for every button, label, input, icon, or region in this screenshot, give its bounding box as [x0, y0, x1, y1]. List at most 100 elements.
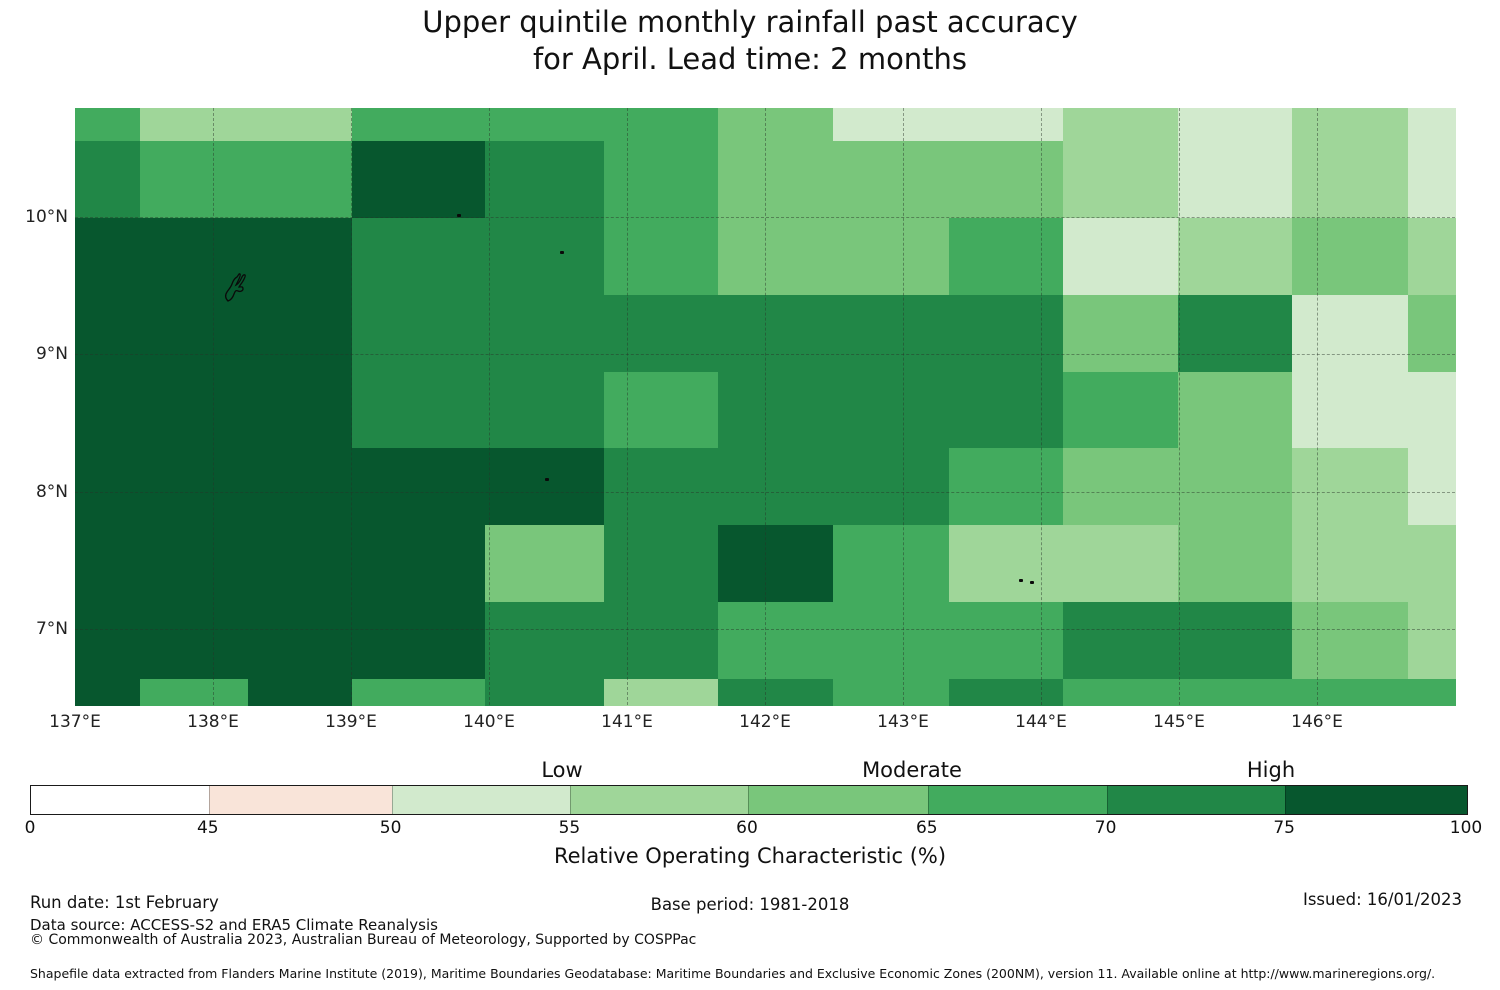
heatmap-cell [247, 295, 354, 373]
heatmap-cell [75, 447, 141, 526]
colorbar-tick-label: 0 [24, 818, 36, 838]
heatmap-cell [139, 372, 249, 449]
graticule-meridian [351, 108, 352, 705]
heatmap-cell [139, 218, 249, 296]
heatmap-cell [139, 678, 249, 706]
heatmap-cell [1292, 141, 1409, 219]
band-label-moderate: Moderate [862, 758, 962, 782]
heatmap-cell [1177, 524, 1293, 603]
heatmap-cell [247, 141, 354, 219]
heatmap-cell [139, 447, 249, 526]
heatmap-cell [718, 295, 834, 373]
colorbar-segment [748, 786, 928, 814]
longitude-tick-label: 138°E [187, 712, 239, 732]
island-mark [545, 478, 549, 481]
heatmap-cell [75, 141, 141, 219]
heatmap-cell [718, 601, 834, 680]
heatmap-cell [247, 447, 354, 526]
heatmap-cell [247, 678, 354, 706]
longitude-tick-label: 145°E [1153, 712, 1205, 732]
heatmap-cell [1063, 141, 1179, 219]
heatmap-cell [1063, 372, 1179, 449]
heatmap-cell [832, 601, 950, 680]
heatmap-cell [484, 447, 605, 526]
run-date-text: Run date: 1st February [30, 893, 219, 912]
heatmap-cell [1292, 601, 1409, 680]
heatmap-cell [484, 678, 605, 706]
heatmap-cell [1292, 678, 1409, 706]
shapefile-attribution-text: Shapefile data extracted from Flanders M… [30, 966, 1436, 981]
heatmap-cell [247, 601, 354, 680]
island-mark [457, 214, 461, 217]
heatmap-cell [1408, 447, 1456, 526]
heatmap-cell [718, 218, 834, 296]
band-label-high: High [1246, 758, 1296, 782]
heatmap-cell [484, 372, 605, 449]
heatmap-cell [75, 295, 141, 373]
heatmap-cell [718, 108, 834, 142]
colorbar-tick-label: 70 [1094, 818, 1117, 838]
heatmap-cell [1177, 141, 1293, 219]
heatmap-cell [1177, 601, 1293, 680]
longitude-tick-label: 142°E [739, 712, 791, 732]
heatmap-cell [139, 108, 249, 142]
longitude-tick-label: 143°E [877, 712, 929, 732]
heatmap-cell [948, 601, 1064, 680]
heatmap-cell [948, 295, 1064, 373]
heatmap-cell [352, 524, 486, 603]
island-mark [1030, 581, 1034, 584]
heatmap-cell [1292, 372, 1409, 449]
heatmap-cell [948, 141, 1064, 219]
heatmap-cell [352, 601, 486, 680]
heatmap-cell [948, 218, 1064, 296]
heatmap-cell [1408, 218, 1456, 296]
heatmap-cell [1063, 601, 1179, 680]
heatmap-cell [1408, 141, 1456, 219]
colorbar-tick-label: 75 [1273, 818, 1296, 838]
heatmap-cell [352, 218, 486, 296]
heatmap-cell [832, 678, 950, 706]
heatmap-cell [247, 108, 354, 142]
graticule-meridian [627, 108, 628, 705]
heatmap-cell [832, 447, 950, 526]
heatmap-cell [1063, 108, 1179, 142]
heatmap-cell [484, 141, 605, 219]
colorbar-segment [1285, 786, 1467, 814]
heatmap-cell [75, 678, 141, 706]
heatmap-cell [948, 678, 1064, 706]
heatmap-cell [948, 372, 1064, 449]
heatmap-cell [718, 141, 834, 219]
heatmap-cell [247, 372, 354, 449]
heatmap-cell [1408, 524, 1456, 603]
colorbar-segment [1106, 786, 1286, 814]
graticule-parallel [75, 216, 1455, 218]
heatmap-cell [352, 678, 486, 706]
heatmap-cell [1408, 372, 1456, 449]
latitude-tick-label: 7°N [35, 619, 68, 640]
heatmap-cell [1408, 108, 1456, 142]
band-label-low: Low [541, 758, 583, 782]
colorbar-axis-label: Relative Operating Characteristic (%) [553, 844, 947, 868]
colorbar-segment [208, 786, 392, 814]
heatmap-cell [352, 372, 486, 449]
heatmap-cell [139, 601, 249, 680]
heatmap-cell [948, 447, 1064, 526]
graticule-meridian [1317, 108, 1318, 705]
heatmap-cell [1177, 372, 1293, 449]
heatmap-cell [1292, 447, 1409, 526]
longitude-tick-label: 137°E [49, 712, 101, 732]
heatmap-cell [832, 524, 950, 603]
longitude-tick-label: 140°E [463, 712, 515, 732]
heatmap-cell [352, 447, 486, 526]
heatmap-cell [484, 108, 605, 142]
colorbar-segment [391, 786, 571, 814]
heatmap-cell [484, 524, 605, 603]
longitude-tick-label: 139°E [325, 712, 377, 732]
heatmap-cell [603, 108, 719, 142]
colorbar-tick-label: 65 [915, 818, 938, 838]
heatmap-cell [139, 524, 249, 603]
heatmap-cell [832, 372, 950, 449]
heatmap-cell [603, 141, 719, 219]
heatmap-cell [75, 218, 141, 296]
island-mark [1019, 579, 1023, 582]
